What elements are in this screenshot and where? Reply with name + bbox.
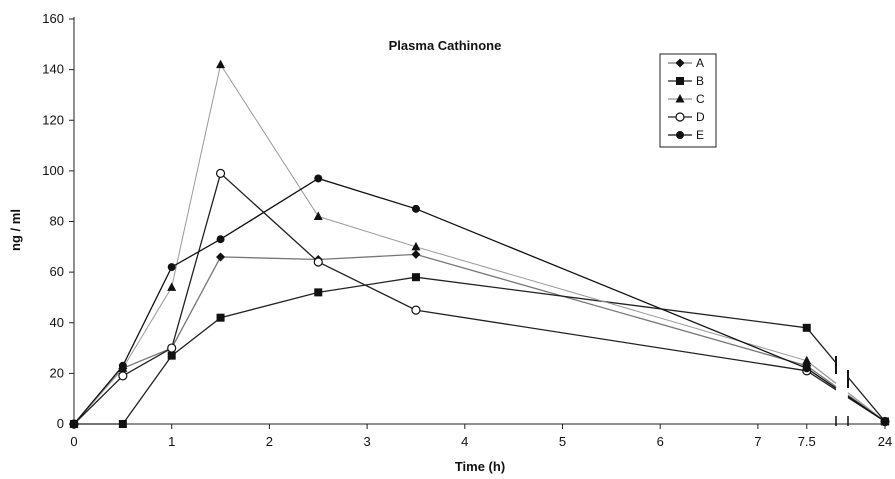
y-tick-label: 120 [42, 112, 64, 127]
x-axis-title: Time (h) [455, 459, 505, 474]
series-tail-b [847, 376, 886, 422]
legend-label-e: E [696, 128, 704, 142]
x-tick-label: 1 [168, 434, 175, 449]
legend-marker-e [676, 131, 684, 139]
x-tick-group: 0 1 2 3 4 5 6 7 7.5 24 [70, 424, 892, 449]
data-point-d [411, 305, 421, 315]
data-point-d [215, 168, 226, 179]
data-point-e [70, 420, 78, 428]
series-tail-d [806, 370, 837, 391]
y-tick-label: 160 [42, 11, 64, 26]
legend-label-b: B [696, 74, 704, 88]
y-tick-label: 60 [50, 264, 64, 279]
data-point-c [167, 282, 177, 291]
x-tick-label: 24 [878, 434, 892, 449]
legend-marker-d [675, 112, 685, 122]
series-line-e [73, 177, 808, 425]
data-point-d [118, 371, 128, 381]
y-tick-label: 80 [50, 214, 64, 229]
data-point-e [881, 417, 889, 426]
data-point-b [314, 288, 323, 297]
legend-marker-c [675, 94, 685, 103]
data-point-c [802, 355, 812, 365]
y-tick-group: 0 20 40 60 80 100 120 140 160 [42, 11, 74, 431]
series-line-b [74, 276, 807, 425]
series-lines [73, 63, 886, 425]
legend-label-a: A [696, 56, 704, 70]
series-line-d [73, 172, 807, 425]
data-point-e [802, 364, 811, 373]
data-point-c [216, 59, 226, 69]
x-tick-label: 3 [363, 434, 370, 449]
legend-box [659, 53, 717, 148]
data-point-e [216, 235, 225, 244]
axes [73, 17, 885, 426]
chart-title: Plasma Cathinone [389, 38, 502, 53]
y-axis-title: ng / ml [8, 209, 23, 251]
data-point-e [167, 263, 176, 272]
y-tick-label: 20 [50, 365, 64, 380]
data-point-d [167, 343, 177, 353]
data-point-e [314, 174, 323, 183]
data-point-e [411, 204, 420, 213]
x-tick-label: 0 [70, 434, 77, 449]
legend-label-c: C [696, 92, 705, 106]
series-tail-c [806, 360, 837, 384]
legend-marker-a [675, 58, 685, 68]
series-markers [69, 59, 890, 429]
y-tick-label: 0 [57, 416, 64, 431]
legend-marker-b [676, 77, 684, 85]
y-tick-label: 100 [42, 163, 64, 178]
data-point-a [411, 249, 421, 259]
data-point-d [313, 257, 323, 267]
legend-label-d: D [696, 110, 705, 124]
x-tick-label: 4 [461, 434, 468, 449]
x-tick-label: 7.5 [798, 434, 816, 449]
data-point-b [802, 323, 811, 332]
data-point-a [216, 252, 226, 262]
series-tail-e [847, 395, 886, 423]
x-tick-label: 2 [266, 434, 273, 449]
series-tail-e [806, 367, 837, 389]
y-tick-label: 140 [42, 62, 64, 77]
x-tick-label: 7 [754, 434, 761, 449]
data-point-b [118, 420, 127, 428]
data-point-c [313, 211, 323, 220]
y-tick-label: 40 [50, 315, 64, 330]
series-tail-a [806, 365, 837, 388]
data-point-b [167, 351, 176, 360]
data-point-b [216, 313, 225, 322]
data-point-e [118, 361, 127, 370]
data-point-b [411, 273, 420, 282]
x-tick-label: 5 [559, 434, 566, 449]
x-tick-label: 6 [657, 434, 664, 449]
data-point-c [411, 241, 421, 251]
series-tail-b [806, 327, 837, 364]
